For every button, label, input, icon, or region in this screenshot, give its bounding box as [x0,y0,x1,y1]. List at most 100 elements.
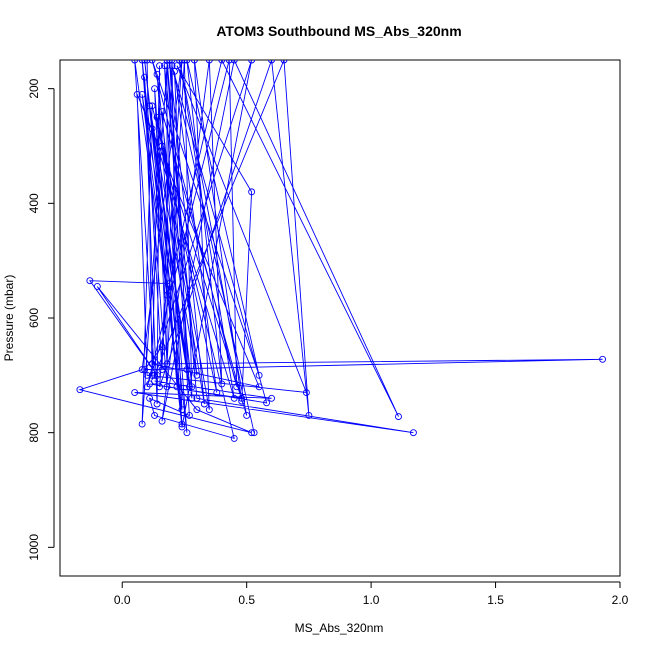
plot-frame [59,59,621,577]
data-layer [76,60,607,442]
x-axis-label: MS_Abs_320nm [295,621,384,635]
data-point [131,60,139,64]
data-point [200,400,208,408]
data-point [173,383,181,391]
data-point [76,386,84,394]
data-point [225,60,233,64]
data-point [280,60,288,64]
data-point [148,125,156,133]
data-point [178,420,186,428]
data-point [263,399,271,407]
data-point [158,142,166,150]
data-point [193,371,201,379]
data-point [178,406,186,414]
data-point [193,394,201,402]
data-point [233,383,241,391]
chart-title: ATOM3 Southbound MS_Abs_320nm [216,23,461,39]
data-point [193,406,201,414]
data-point [151,412,159,419]
data-point [153,400,161,408]
data-point [158,366,166,374]
data-point [180,60,188,64]
data-point [238,397,246,405]
data-point [238,394,246,402]
y-tick-label: 200 [27,78,41,98]
data-point [168,62,176,70]
data-point [248,429,256,437]
data-point [183,60,191,64]
data-point [141,73,149,81]
data-point [248,60,256,64]
x-tick-label: 1.5 [487,593,504,607]
data-point [138,90,146,98]
series-line [78,60,603,440]
data-point [166,60,173,64]
data-point [190,60,198,64]
data-point [148,360,156,368]
y-tick-label: 600 [27,308,41,328]
data-point [188,383,196,391]
data-point [268,394,276,402]
data-point [151,85,159,93]
data-point [158,417,166,425]
data-point [171,68,178,75]
data-point [250,429,258,437]
data-point [163,360,171,368]
data-point [230,434,238,442]
data-point [409,429,417,437]
data-point [230,60,238,64]
data-point [156,62,164,70]
data-point [148,102,156,110]
data-point [86,277,94,285]
data-point [148,371,156,379]
x-tick-label: 2.0 [612,593,629,607]
data-point [143,371,151,379]
data-point [153,113,161,121]
x-tick-label: 1.0 [363,593,380,607]
data-point [146,394,154,402]
data-point [158,343,166,351]
data-point [218,60,226,64]
data-point [213,389,221,396]
data-point [178,423,186,431]
data-point [138,60,146,64]
data-point [305,412,313,419]
data-point [141,366,149,374]
data-point [395,413,402,421]
data-point [153,70,161,78]
data-point [218,380,226,388]
data-point [176,60,183,64]
data-point [205,406,213,414]
data-point [268,60,276,64]
data-point [163,291,171,299]
data-point [161,62,168,70]
data-point [173,62,181,70]
data-point [153,371,161,379]
data-point [148,60,156,64]
y-axis-label: Pressure (mbar) [2,275,16,362]
data-point [143,60,151,64]
y-tick-label: 800 [27,422,41,442]
data-point [302,389,310,396]
data-point [156,383,164,391]
data-point [255,383,263,391]
x-tick-label: 0.5 [238,593,255,607]
data-point [146,102,154,110]
data-point [178,60,186,64]
data-point [248,188,256,196]
data-point [138,420,146,428]
x-axis: 0.0 0.5 1.0 1.5 2.0 [114,581,629,607]
data-point [163,383,171,391]
data-point [599,355,607,363]
data-point [185,412,193,419]
data-point [138,366,146,374]
data-point [93,283,101,290]
x-tick-label: 0.0 [114,593,131,607]
data-point [131,389,139,396]
data-point [183,429,191,437]
data-point [185,383,193,391]
data-point [141,60,149,64]
data-point [230,394,238,402]
data-point [205,60,213,64]
